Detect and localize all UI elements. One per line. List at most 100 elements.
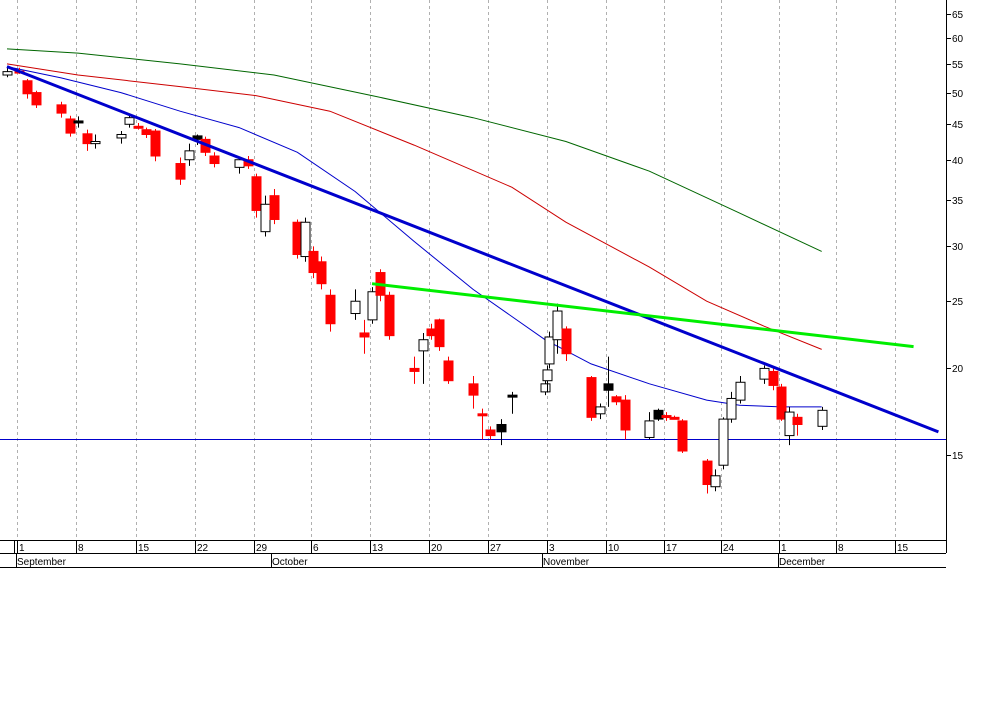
- y-tick-label: 55: [952, 60, 964, 71]
- candle-body: [234, 159, 245, 168]
- x-tick-label: 1: [781, 543, 787, 554]
- candle: [443, 356, 454, 384]
- candle-body: [150, 130, 161, 157]
- candle: [384, 291, 395, 340]
- candle-body: [792, 416, 803, 426]
- candle: [817, 406, 828, 430]
- x-tick-label: 24: [723, 543, 735, 554]
- candle-body: [82, 133, 93, 145]
- candle: [367, 287, 378, 324]
- candle: [595, 403, 606, 420]
- candle: [552, 303, 563, 354]
- candle: [702, 459, 713, 494]
- candle: [116, 131, 127, 144]
- candle-body: [443, 360, 454, 382]
- candle-body: [409, 367, 420, 372]
- candle-body: [184, 150, 195, 161]
- y-tick-label: 40: [952, 156, 964, 167]
- candle-body: [485, 429, 496, 437]
- candle-body: [611, 396, 622, 403]
- x-tick-label: 13: [372, 543, 384, 554]
- x-tick-label: 17: [666, 543, 678, 554]
- candle: [260, 195, 271, 237]
- y-tick-label: 60: [952, 34, 964, 45]
- candle: [792, 413, 803, 436]
- candle: [73, 116, 84, 128]
- candle-body: [735, 381, 746, 401]
- candle: [409, 356, 420, 384]
- candle: [669, 415, 680, 420]
- candle: [65, 115, 76, 137]
- candle: [269, 188, 280, 225]
- candle: [359, 319, 370, 354]
- candle-body: [620, 399, 631, 431]
- candle-body: [468, 383, 479, 396]
- candle-body: [73, 120, 84, 124]
- candle: [133, 122, 144, 130]
- candle-body: [507, 394, 518, 398]
- candle: [603, 356, 614, 407]
- x-tick-label: 22: [197, 543, 209, 554]
- candle-body: [316, 261, 327, 285]
- candle-body: [477, 413, 488, 417]
- candle: [477, 408, 488, 440]
- y-tick-label: 45: [952, 120, 964, 131]
- candle: [468, 376, 479, 409]
- candle: [540, 379, 551, 396]
- candle: [542, 365, 553, 392]
- candle: [2, 67, 13, 78]
- candle: [82, 129, 93, 151]
- candle-body: [269, 195, 280, 220]
- x-tick-label: 15: [138, 543, 150, 554]
- candle-body: [669, 416, 680, 420]
- candle: [644, 412, 655, 440]
- candle-body: [759, 367, 770, 380]
- moving-average-line: [6, 48, 822, 252]
- month-label: September: [17, 557, 67, 568]
- candle: [251, 173, 262, 218]
- y-tick-label: 20: [952, 364, 964, 375]
- y-tick-label: 15: [952, 451, 964, 462]
- candle-body: [552, 310, 563, 341]
- candle-body: [359, 332, 370, 338]
- candle: [350, 289, 361, 320]
- candle-body: [595, 406, 606, 415]
- candle: [561, 326, 572, 361]
- candle-body: [817, 409, 828, 427]
- candle-body: [540, 383, 551, 393]
- candle: [434, 318, 445, 351]
- x-tick-label: 1: [19, 543, 25, 554]
- candle-body: [384, 294, 395, 337]
- chart-frame: [0, 0, 947, 568]
- y-tick-label: 50: [952, 89, 964, 100]
- month-label: December: [779, 557, 826, 568]
- candle-body: [718, 418, 729, 466]
- candle-body: [644, 420, 655, 438]
- candle-body: [603, 383, 614, 391]
- candle-body: [710, 475, 721, 488]
- candles: [2, 67, 828, 494]
- candle-body: [325, 294, 336, 325]
- candle-body: [175, 163, 186, 180]
- candle: [56, 101, 67, 118]
- x-axis: 1 8 15 22 29 6 13 20 27 3 10 17 24 1 8 15 September Octob…: [14, 540, 909, 568]
- candle-body: [561, 328, 572, 355]
- candle-body: [496, 424, 507, 433]
- x-tick-label: 20: [431, 543, 443, 554]
- candle-body: [192, 135, 203, 140]
- candle-body: [124, 117, 135, 125]
- moving-average-line: [6, 66, 822, 408]
- candle: [710, 469, 721, 492]
- trendline: [6, 65, 939, 434]
- moving-averages: [6, 48, 822, 408]
- candle-body: [133, 125, 144, 129]
- candle-body: [56, 104, 67, 114]
- candle-body: [418, 339, 429, 352]
- y-tick-label: 65: [952, 10, 964, 21]
- x-tick-label: 3: [549, 543, 555, 554]
- candle-body: [22, 80, 33, 95]
- candle-body: [726, 397, 737, 420]
- candle-body: [350, 300, 361, 315]
- x-tick-label: 15: [897, 543, 909, 554]
- candle: [209, 152, 220, 168]
